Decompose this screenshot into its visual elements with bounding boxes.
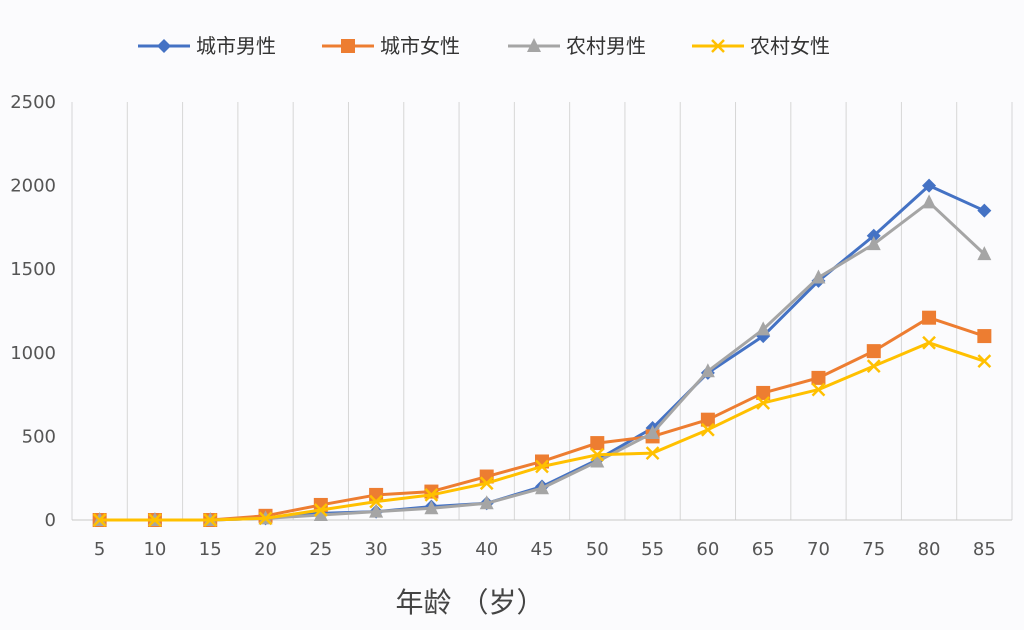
- x-tick-label: 20: [254, 539, 277, 560]
- x-axis-title: 年龄 （岁）: [396, 586, 545, 619]
- series: [92, 178, 992, 527]
- legend-label: 城市女性: [380, 34, 460, 58]
- x-tick-label: 50: [586, 539, 609, 560]
- data-point: [756, 321, 771, 336]
- y-tick-label: 0: [45, 510, 56, 531]
- series: [92, 310, 992, 527]
- x-tick-label: 5: [94, 539, 105, 560]
- legend-item: 城市女性: [322, 34, 460, 58]
- x-tick-label: 60: [696, 539, 719, 560]
- data-point: [479, 476, 494, 491]
- data-point: [866, 228, 881, 243]
- data-point: [977, 203, 992, 218]
- data-point: [92, 513, 107, 527]
- y-tick-label: 2000: [10, 176, 56, 197]
- data-point: [157, 39, 171, 53]
- data-point: [527, 38, 541, 52]
- y-tick-label: 500: [22, 426, 56, 447]
- data-point: [811, 382, 826, 397]
- data-point: [866, 236, 881, 251]
- series-line: [99, 184, 985, 522]
- data-point: [424, 488, 439, 502]
- x-axis-tick-labels: 5 10 15 20 25 30 35 40 45 50 55 60 65 70 75 80 85: [94, 539, 996, 560]
- data-point: [590, 447, 605, 462]
- data-point: [866, 344, 881, 359]
- data-point: [977, 329, 992, 344]
- series-lines: [92, 178, 992, 527]
- data-point: [756, 396, 771, 410]
- data-point: [922, 178, 937, 193]
- data-point: [977, 354, 992, 369]
- x-tick-label: 45: [531, 539, 554, 560]
- x-tick-label: 40: [475, 539, 498, 560]
- data-point: [313, 506, 328, 521]
- data-point: [922, 335, 936, 350]
- legend-item: 农村女性: [692, 34, 830, 58]
- data-point: [645, 425, 660, 440]
- x-tick-label: 85: [973, 539, 996, 560]
- x-tick-label: 30: [365, 539, 388, 560]
- data-point: [977, 246, 992, 261]
- data-point: [922, 194, 937, 209]
- legend-item: 城市男性: [138, 34, 276, 58]
- data-point: [203, 513, 218, 527]
- legend-label: 农村女性: [750, 34, 830, 58]
- legend-label: 城市男性: [196, 34, 276, 58]
- data-point: [811, 269, 826, 284]
- data-point: [341, 39, 355, 53]
- data-point: [645, 446, 660, 461]
- x-tick-label: 15: [199, 539, 222, 560]
- data-point: [700, 422, 715, 437]
- x-tick-label: 55: [641, 539, 664, 560]
- data-point: [369, 494, 384, 509]
- x-tick-label: 70: [807, 539, 830, 560]
- x-tick-label: 35: [420, 539, 443, 560]
- data-point: [535, 480, 549, 495]
- data-point: [313, 503, 328, 517]
- data-point: [590, 436, 605, 451]
- legend: 城市男性 城市女性 农村男性 农村女性: [138, 34, 830, 58]
- x-tick-label: 65: [752, 539, 775, 560]
- y-tick-label: 1000: [10, 343, 56, 364]
- data-point: [700, 412, 715, 427]
- legend-item: 农村男性: [508, 34, 646, 58]
- data-point: [700, 363, 715, 378]
- data-point: [811, 370, 826, 385]
- vertical-gridlines: [71, 102, 1013, 520]
- y-axis-tick-labels: 0 500 1000 1500 2000 2500: [10, 92, 56, 531]
- data-point: [148, 513, 162, 527]
- data-point: [424, 500, 439, 515]
- y-tick-label: 2500: [10, 92, 56, 113]
- y-tick-label: 1500: [10, 259, 56, 280]
- data-point: [866, 359, 881, 374]
- x-tick-label: 25: [309, 539, 332, 560]
- data-point: [590, 453, 605, 468]
- data-point: [922, 310, 937, 325]
- x-tick-label: 10: [143, 539, 166, 560]
- data-point: [258, 511, 273, 526]
- data-point: [535, 459, 549, 474]
- data-point: [479, 495, 494, 510]
- data-point: [756, 385, 771, 400]
- data-point: [369, 503, 384, 518]
- series: [92, 335, 992, 527]
- x-tick-label: 75: [862, 539, 885, 560]
- x-tick-label: 80: [918, 539, 941, 560]
- data-point: [711, 39, 725, 53]
- legend-label: 农村男性: [566, 34, 646, 58]
